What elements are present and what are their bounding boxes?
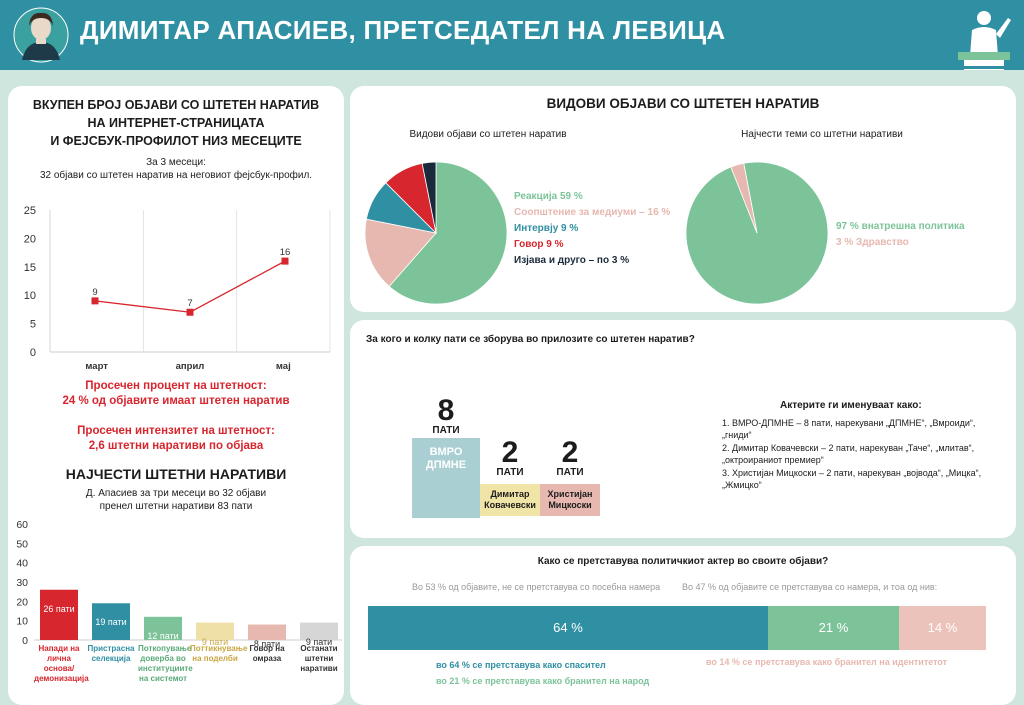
pie1-title: Видови објави со штетен наратив	[409, 129, 567, 140]
presentation-question: Како се претставува политичкиот актер во…	[537, 556, 829, 567]
line-point	[186, 308, 194, 316]
narrative-bar	[92, 603, 130, 640]
pie2-title: Најчести теми со штетни наративи	[741, 129, 903, 140]
actor-count: 2	[561, 436, 579, 469]
avg-percent-text: Просечен процент на штетност: 24 % од об…	[62, 380, 290, 407]
bar-category-label: Напади на лична основа/ демонизација	[34, 644, 89, 683]
y-tick-label: 5	[30, 319, 36, 331]
pie-slice	[421, 161, 437, 234]
legend-press-release: Соопштение за медиуми – 16 %	[514, 207, 671, 218]
bar-value-label: 9 пати	[201, 636, 229, 647]
pie1-legend: Реакција 59 % Соопштение за медиуми – 16…	[514, 189, 670, 269]
y-tick-label: 25	[24, 205, 36, 217]
portrait-icon	[13, 7, 69, 63]
actor-unit: ПАТИ	[432, 425, 460, 436]
narrative-bar	[144, 616, 182, 640]
actor-bar: Христијан Мицкоски	[540, 484, 600, 516]
pie2-legend: 97 % внатрешна политика 3 % Здравство	[836, 219, 965, 251]
actor-named-item: 3. Христијан Мицкоски – 2 пати, нарекува…	[722, 468, 982, 490]
legend-reaction: Реакција 59 %	[514, 191, 583, 202]
narrative-bar	[40, 589, 78, 640]
line-point	[281, 257, 289, 265]
x-tick-label: април	[176, 361, 205, 371]
presentation-right-note: Во 47 % од објавите се претставува со на…	[682, 582, 938, 592]
actors-named-title: Актерите ги именуваат како:	[780, 400, 922, 411]
actor-count: 8	[437, 394, 455, 427]
bar-category-label: Говор на омраза	[249, 644, 285, 663]
y-tick-label: 60	[16, 519, 28, 531]
page-header: ДИМИТАР АПАСИЕВ, ПРЕТСЕДАТЕЛ НА ЛЕВИЦА	[0, 0, 1024, 78]
y-tick-label: 20	[16, 596, 28, 608]
actor-bar: Димитар Ковачевски	[480, 484, 540, 516]
y-tick-label: 50	[16, 538, 28, 550]
page-title: ДИМИТАР АПАСИЕВ, ПРЕТСЕДАТЕЛ НА ЛЕВИЦА	[80, 15, 726, 45]
bar-value-label: 19 пати	[95, 617, 127, 628]
presentation-left-note: Во 53 % од објавите, не се претставува с…	[412, 582, 661, 592]
data-label: 7	[187, 298, 192, 309]
y-tick-label: 10	[24, 290, 36, 302]
narrative-bar	[248, 624, 286, 640]
narratives-bar-chart: 0 10 20 30 40 50 60	[16, 519, 342, 647]
x-tick-label: мај	[276, 361, 291, 371]
legend-domestic-politics: 97 % внатрешна политика	[836, 221, 965, 232]
legend-interview: Интервју 9 %	[514, 223, 579, 234]
y-tick-label: 0	[30, 347, 36, 359]
left-subtitle: За 3 месеци: 32 објави со штетен наратив…	[39, 157, 313, 181]
bar-category-label: Поткопување доверба во институциите на с…	[138, 644, 193, 683]
y-tick-label: 40	[16, 558, 28, 570]
stacked-segment: 64 %	[368, 606, 768, 650]
bar-category-label: Останати штетни наративи	[300, 644, 338, 673]
actor-unit: ПАТИ	[556, 467, 584, 478]
legend-statement: Изјава и друго – по 3 %	[514, 255, 630, 266]
bar-value-label: 8 пати	[253, 638, 281, 649]
speaker-podium-icon	[958, 11, 1011, 78]
left-title: ВКУПЕН БРОЈ ОБЈАВИ СО ШТЕТЕН НАРАТИВ НА …	[32, 98, 320, 148]
narrative-bar	[196, 622, 234, 640]
types-pies	[364, 161, 829, 305]
presentation-legend-left: во 64 % се претставува како спасител во …	[436, 657, 649, 689]
legend-defender-identity: во 14 % се претставува како бранител на …	[706, 657, 948, 667]
actor-named-item: 2. Димитар Ковачевски – 2 пати, нарекува…	[722, 443, 975, 465]
bar-category-label: Пристрасна селекција	[87, 644, 135, 663]
actor-bar: ВМРО ДПМНЕ	[412, 438, 480, 518]
actors-named-list: 1. ВМРО-ДПМНЕ – 8 пати, нарекувани „ДПМН…	[722, 418, 994, 491]
y-tick-label: 10	[16, 616, 28, 628]
bar-value-label: 9 пати	[305, 636, 333, 647]
monthly-line-chart: 0 5 10 15 20 25 март април мај 9 7 16	[24, 205, 331, 371]
narratives-title: НАЈЧЕСТИ ШТЕТНИ НАРАТИВИ	[65, 466, 287, 482]
actors-question: За кого и колку пати се зборува во прило…	[366, 334, 695, 345]
legend-speech: Говор 9 %	[514, 239, 564, 250]
stacked-segment: 14 %	[899, 606, 986, 650]
pie-slice	[388, 161, 508, 305]
legend-health: 3 % Здравство	[836, 237, 909, 248]
bar-value-label: 26 пати	[43, 603, 75, 614]
data-label: 9	[92, 287, 97, 298]
legend-defender-people: во 21 % се претставува како бранител на …	[436, 676, 650, 686]
actor-count: 2	[501, 436, 519, 469]
narratives-subtitle: Д. Апасиев за три месеци во 32 објави пр…	[85, 488, 267, 512]
data-label: 16	[280, 247, 291, 258]
actor-unit: ПАТИ	[496, 467, 524, 478]
stacked-segment: 21 %	[768, 606, 899, 650]
y-tick-label: 20	[24, 233, 36, 245]
legend-savior: во 64 % се претставува како спасител	[436, 660, 606, 670]
y-tick-label: 15	[24, 262, 36, 274]
y-tick-label: 30	[16, 577, 28, 589]
actor-named-item: 1. ВМРО-ДПМНЕ – 8 пати, нарекувани „ДПМН…	[722, 418, 976, 440]
bar-value-label: 12 пати	[147, 630, 179, 641]
narrative-bar	[300, 622, 338, 640]
pie-slice	[730, 162, 758, 234]
actors-panel: За кого и колку пати се зборува во прило…	[350, 320, 1016, 538]
left-panel: ВКУПЕН БРОЈ ОБЈАВИ СО ШТЕТЕН НАРАТИВ НА …	[8, 86, 344, 705]
types-panel: ВИДОВИ ОБЈАВИ СО ШТЕТЕН НАРАТИВ Видови о…	[350, 86, 1016, 312]
types-title: ВИДОВИ ОБЈАВИ СО ШТЕТЕН НАРАТИВ	[546, 96, 820, 111]
presentation-panel: Како се претставува политичкиот актер во…	[350, 546, 1016, 705]
avg-intensity-text: Просечен интензитет на штетност: 2,6 ште…	[77, 425, 275, 452]
y-tick-label: 0	[22, 635, 28, 647]
x-tick-label: март	[85, 361, 108, 371]
header-strip	[0, 70, 1024, 80]
line-point	[91, 297, 99, 305]
bar-category-label: Поттикнување на поделби	[190, 644, 248, 663]
pie-slice	[364, 218, 437, 287]
